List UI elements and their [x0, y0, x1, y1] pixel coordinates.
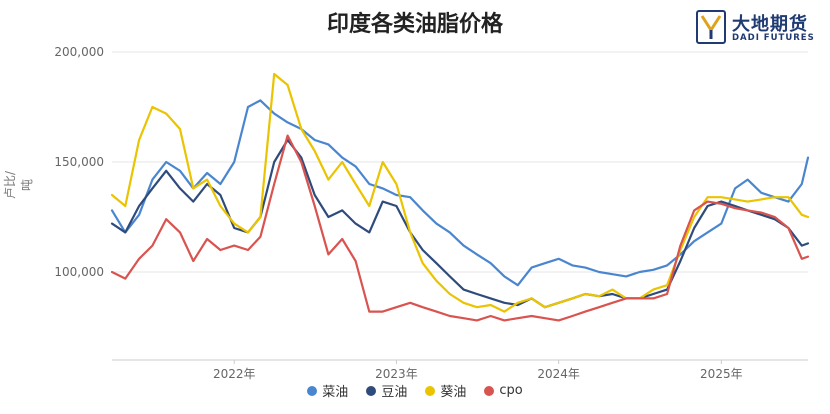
legend-label: cpo — [499, 383, 523, 398]
legend-item[interactable]: 菜油 — [307, 381, 348, 400]
legend-label: 菜油 — [322, 385, 349, 400]
legend-swatch-icon — [366, 385, 377, 396]
logo-mark-icon — [696, 10, 726, 44]
series-line-1 — [110, 99, 810, 287]
tick-labels: 100,000 150,000 200,000 2022年 2023年 2024年 2025… — [54, 45, 742, 381]
y-tick-label: 100,000 — [54, 265, 104, 279]
series-line-3 — [110, 72, 810, 313]
legend-swatch-icon — [425, 385, 436, 396]
series-line-4 — [110, 134, 810, 322]
x-tick-label: 2024年 — [537, 367, 580, 381]
legend-swatch-icon — [484, 385, 495, 396]
series-line-2 — [110, 138, 810, 309]
legend-swatch-icon — [307, 385, 318, 396]
logo-english-text: DADI FUTURES — [732, 33, 815, 43]
x-tick-label: 2022年 — [213, 367, 256, 381]
legend: 菜油 豆油 葵油 cpo — [0, 381, 830, 400]
logo-chinese-text: 大地期货 — [732, 14, 808, 35]
grid-lines — [112, 51, 808, 273]
x-tick-label: 2025年 — [700, 367, 743, 381]
y-tick-label: 150,000 — [54, 155, 104, 169]
legend-item[interactable]: 豆油 — [366, 381, 407, 400]
axes — [112, 359, 808, 364]
legend-label: 豆油 — [381, 385, 408, 400]
company-logo: 大地期货 DADI FUTURES — [696, 8, 826, 48]
y-tick-label: 200,000 — [54, 45, 104, 59]
x-tick-label: 2023年 — [375, 367, 418, 381]
legend-item[interactable]: cpo — [484, 381, 523, 400]
series-lines — [110, 72, 810, 322]
legend-item[interactable]: 葵油 — [425, 381, 466, 400]
legend-label: 葵油 — [440, 385, 467, 400]
chart-title: 印度各类油脂价格 — [326, 12, 503, 37]
